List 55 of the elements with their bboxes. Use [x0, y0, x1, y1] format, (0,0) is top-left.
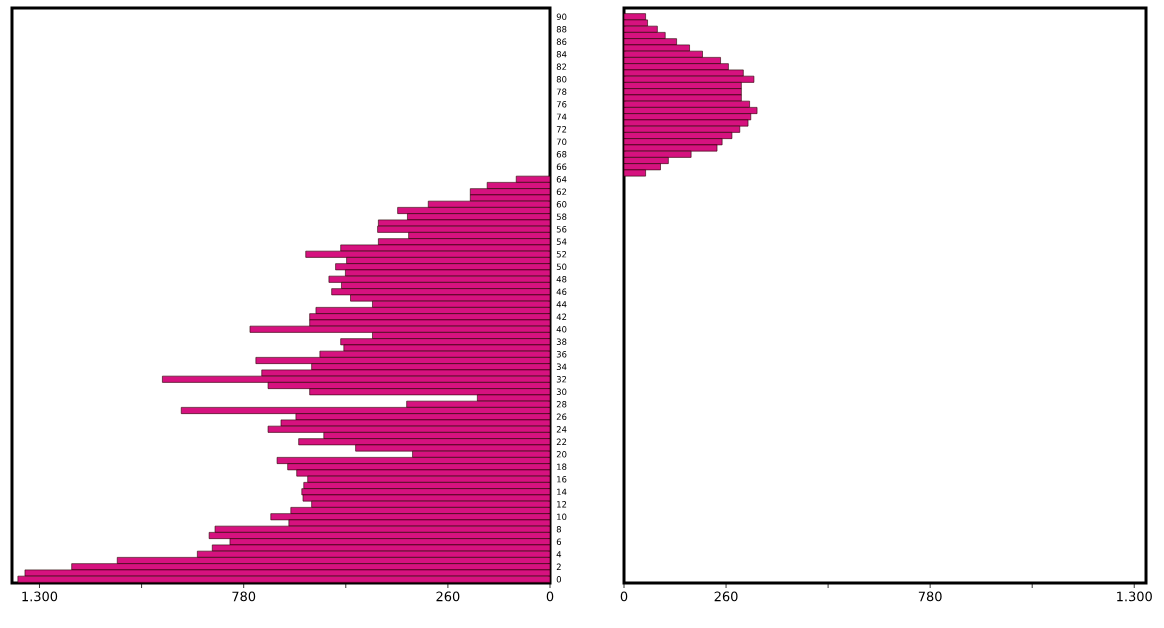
y-tick-label: 56 [556, 226, 567, 233]
y-tick-label: 6 [556, 538, 562, 545]
y-tick-label: 16 [557, 476, 567, 483]
y-tick-label: 64 [556, 176, 567, 183]
y-tick-label: 44 [556, 301, 567, 308]
y-tick-label: 34 [556, 363, 567, 370]
y-tick-label: 32 [556, 376, 567, 383]
x-tick-label: 260 [714, 591, 738, 602]
y-tick-label: 18 [557, 463, 567, 470]
y-tick-label: 42 [556, 313, 567, 320]
y-tick-label: 14 [557, 488, 567, 495]
y-tick-label: 0 [556, 576, 562, 583]
y-tick-label: 86 [556, 38, 567, 45]
bar [623, 13, 646, 21]
y-tick-label: 46 [556, 288, 567, 295]
y-tick-label: 4 [556, 551, 562, 558]
y-tick-label: 82 [556, 63, 567, 70]
y-tick-label: 36 [556, 351, 567, 358]
y-tick-label: 20 [556, 451, 567, 458]
y-tick-label: 12 [557, 501, 567, 508]
y-tick-label: 90 [556, 13, 567, 20]
y-tick-label: 74 [556, 113, 567, 120]
y-tick-label: 26 [556, 413, 567, 420]
y-tick-label: 22 [556, 438, 567, 445]
x-tick-label: 780 [232, 591, 256, 602]
y-tick-label: 76 [556, 101, 567, 108]
y-tick-label: 54 [556, 238, 567, 245]
y-tick-label: 58 [556, 213, 567, 220]
y-tick-label: 68 [556, 151, 567, 158]
y-tick-label: 2 [556, 563, 561, 570]
y-tick-label: 88 [556, 26, 567, 33]
y-tick-label: 66 [556, 163, 567, 170]
x-tick-label: 780 [918, 591, 942, 602]
y-tick-label: 38 [556, 338, 567, 345]
y-tick-label: 30 [556, 388, 567, 395]
x-tick-label: 0 [620, 591, 628, 602]
y-tick-label: 52 [556, 251, 567, 258]
y-tick-label: 28 [556, 401, 567, 408]
x-tick-label: 1.300 [1117, 591, 1152, 602]
y-tick-label: 72 [556, 126, 567, 133]
y-tick-label: 70 [556, 138, 567, 145]
y-tick-label: 40 [556, 326, 567, 333]
y-tick-label: 80 [556, 76, 567, 83]
x-tick-label: 1.300 [22, 591, 58, 602]
y-tick-label: 48 [556, 276, 567, 283]
y-tick-label: 84 [556, 51, 567, 58]
y-tick-label: 10 [557, 513, 567, 520]
y-tick-label: 62 [556, 188, 567, 195]
y-tick-label: 8 [556, 526, 562, 533]
y-tick-label: 50 [556, 263, 567, 270]
y-tick-label: 78 [556, 88, 567, 95]
x-tick-label: 0 [546, 591, 554, 602]
y-tick-label: 60 [556, 201, 567, 208]
x-tick-label: 260 [436, 591, 460, 602]
y-tick-label: 24 [556, 426, 567, 433]
